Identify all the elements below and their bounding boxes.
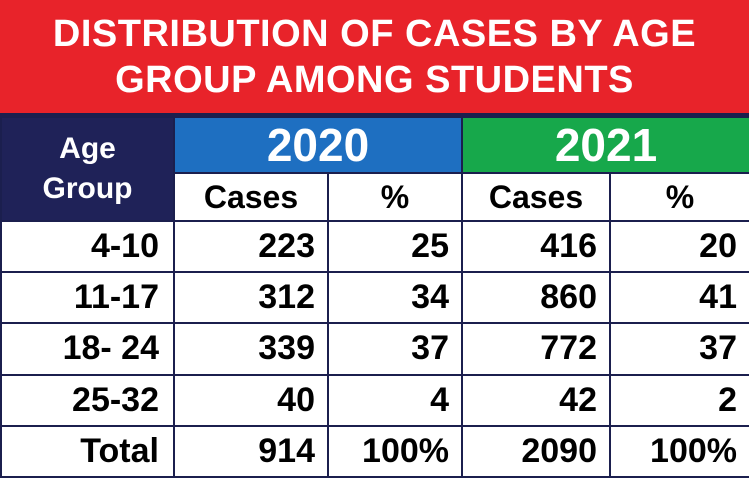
age-group-cell: 25-32 xyxy=(0,373,175,427)
percent-2021-cell: 20 xyxy=(609,219,749,274)
cases-2020-cell: 40 xyxy=(173,373,329,427)
subheader-percent-2021: % xyxy=(609,172,749,222)
age-group-cell: 18- 24 xyxy=(0,322,175,376)
percent-2021-cell: 100% xyxy=(609,424,749,478)
chart-title: DISTRIBUTION OF CASES BY AGE GROUP AMONG… xyxy=(0,0,749,116)
cases-2020-cell: 914 xyxy=(173,424,329,478)
cases-2021-cell: 772 xyxy=(461,322,611,376)
percent-2020-cell: 25 xyxy=(327,219,463,274)
table-row: 4-10 223 25 416 20 xyxy=(0,219,749,274)
age-group-cell: Total xyxy=(0,424,175,478)
title-line-2: GROUP AMONG STUDENTS xyxy=(115,58,634,101)
cases-2020-cell: 312 xyxy=(173,271,329,325)
table-row: 11-17 312 34 860 41 xyxy=(0,271,749,325)
cases-2020-cell: 339 xyxy=(173,322,329,376)
age-header-line-2: Group xyxy=(42,172,133,205)
title-line-1: DISTRIBUTION OF CASES BY AGE xyxy=(52,12,697,55)
table-row: 18- 24 339 37 772 37 xyxy=(0,322,749,376)
year-header-row: Age Group 2020 2021 xyxy=(0,116,749,222)
percent-2021-cell: 41 xyxy=(609,271,749,325)
subheader-cases-2020: Cases xyxy=(173,172,329,222)
year-2020-header: 2020 xyxy=(173,116,463,174)
age-header-line-1: Age xyxy=(59,132,116,165)
subheader-cases-2021: Cases xyxy=(461,172,611,222)
age-group-cell: 11-17 xyxy=(0,271,175,325)
subheader-percent-2020: % xyxy=(327,172,463,222)
percent-2021-cell: 2 xyxy=(609,373,749,427)
cases-2021-cell: 416 xyxy=(461,219,611,274)
percent-2021-cell: 37 xyxy=(609,322,749,376)
year-2021-header: 2021 xyxy=(461,116,749,174)
cases-table: Age Group 2020 2021 Cases % Cases % 4-10… xyxy=(0,116,749,478)
age-group-header: Age Group xyxy=(0,116,175,222)
table-row: 25-32 40 4 42 2 xyxy=(0,373,749,427)
percent-2020-cell: 100% xyxy=(327,424,463,478)
cases-2021-cell: 2090 xyxy=(461,424,611,478)
subheader-row: Cases % Cases % xyxy=(1,172,749,222)
age-group-cell: 4-10 xyxy=(0,219,175,274)
cases-2020-cell: 223 xyxy=(173,219,329,274)
cases-2021-cell: 42 xyxy=(461,373,611,427)
percent-2020-cell: 34 xyxy=(327,271,463,325)
percent-2020-cell: 37 xyxy=(327,322,463,376)
percent-2020-cell: 4 xyxy=(327,373,463,427)
cases-2021-cell: 860 xyxy=(461,271,611,325)
table-row-total: Total 914 100% 2090 100% xyxy=(0,424,749,478)
